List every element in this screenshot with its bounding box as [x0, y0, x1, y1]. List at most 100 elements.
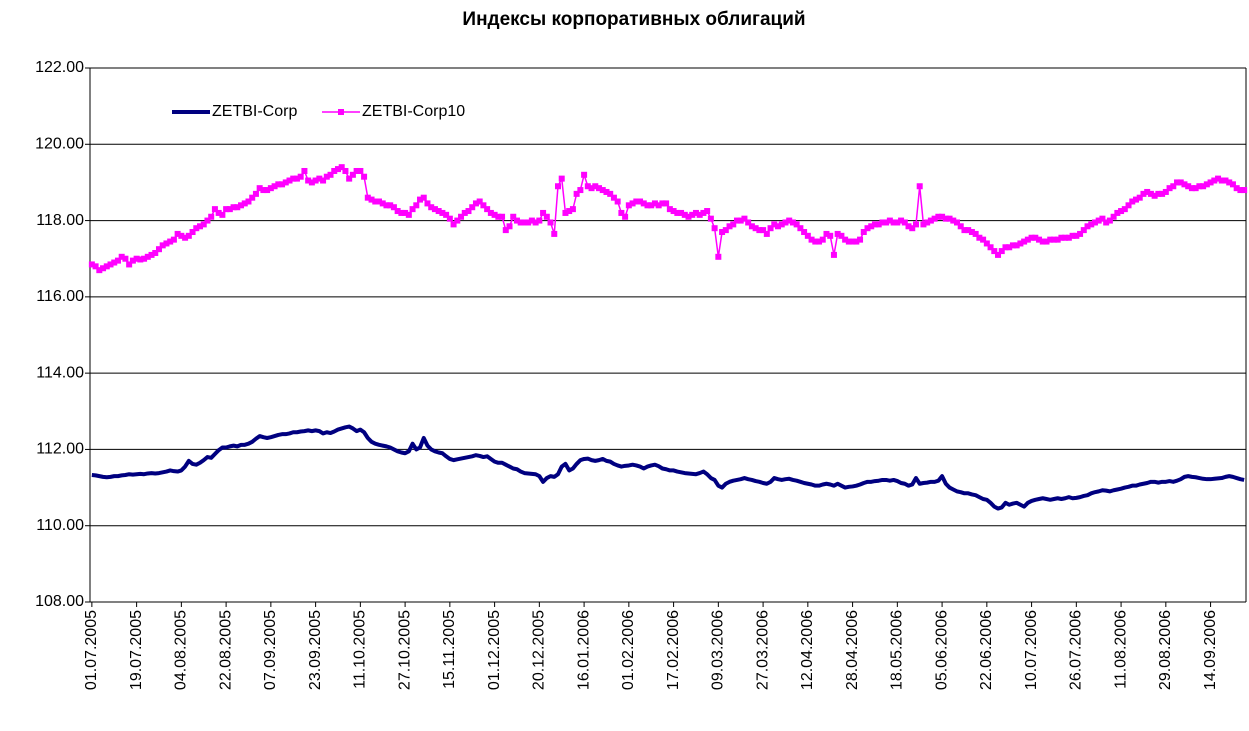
- x-tick-label: 26.07.2006: [1068, 610, 1085, 690]
- series-marker: [689, 211, 696, 218]
- series-marker: [655, 202, 662, 209]
- series-marker: [894, 219, 901, 226]
- series-marker: [1110, 213, 1117, 220]
- series-marker: [472, 200, 479, 207]
- x-tick-label: 12.04.2006: [799, 610, 816, 690]
- series-marker: [827, 232, 834, 239]
- x-tick-label: 01.02.2006: [620, 610, 637, 690]
- x-tick-label: 04.08.2005: [173, 610, 190, 690]
- series-marker: [476, 198, 483, 205]
- series-marker: [1069, 232, 1076, 239]
- series-marker: [864, 225, 871, 232]
- series-marker: [1170, 183, 1177, 190]
- series-marker: [1091, 219, 1098, 226]
- series-marker: [603, 188, 610, 195]
- series-marker: [1084, 223, 1091, 230]
- series-marker: [957, 223, 964, 230]
- series-marker: [816, 238, 823, 245]
- series-marker: [752, 225, 759, 232]
- series-marker: [879, 219, 886, 226]
- chart-title: Индексы корпоративных облигаций: [462, 9, 805, 30]
- series-marker: [111, 259, 118, 266]
- y-tick-label: 120.00: [35, 136, 84, 153]
- series-marker: [126, 261, 133, 268]
- series-marker: [569, 206, 576, 213]
- series-marker: [200, 221, 207, 228]
- series-marker: [692, 209, 699, 216]
- series-marker: [379, 200, 386, 207]
- series-marker: [443, 211, 450, 218]
- series-marker: [256, 185, 263, 192]
- series-marker: [1129, 198, 1136, 205]
- series-marker: [704, 208, 711, 215]
- series-marker: [1188, 185, 1195, 192]
- series-marker: [551, 230, 558, 237]
- series-marker: [745, 219, 752, 226]
- series-marker: [842, 236, 849, 243]
- series-marker: [924, 219, 931, 226]
- series-marker: [610, 194, 617, 201]
- series-marker: [368, 196, 375, 203]
- series-marker: [349, 171, 356, 178]
- series-marker: [502, 227, 509, 234]
- y-tick-label: 110.00: [36, 517, 84, 534]
- series-marker: [625, 202, 632, 209]
- series-marker: [521, 219, 528, 226]
- series-marker: [651, 200, 658, 207]
- series-marker: [1237, 187, 1244, 194]
- series-marker: [1222, 177, 1229, 184]
- series-marker: [290, 175, 297, 182]
- series-marker: [715, 253, 722, 260]
- series-marker: [707, 215, 714, 222]
- series-marker: [1013, 242, 1020, 249]
- series-marker: [607, 190, 614, 197]
- series-marker: [279, 181, 286, 188]
- series-marker: [484, 206, 491, 213]
- series-marker: [927, 217, 934, 224]
- series-marker: [961, 227, 968, 234]
- series-marker: [618, 209, 625, 216]
- series-marker: [1241, 187, 1248, 194]
- series-marker: [383, 202, 390, 209]
- series-marker: [760, 227, 767, 234]
- series-marker: [114, 257, 121, 264]
- series-marker: [435, 208, 442, 215]
- series-marker: [581, 171, 588, 178]
- series-marker: [670, 208, 677, 215]
- series-marker: [297, 173, 304, 180]
- series-marker: [801, 229, 808, 236]
- y-tick-label: 122.00: [35, 59, 84, 76]
- y-tick-label: 118.00: [36, 212, 84, 229]
- legend-label: ZETBI-Corp: [212, 103, 297, 120]
- series-marker: [592, 183, 599, 190]
- series-marker: [1047, 236, 1054, 243]
- series-marker: [849, 238, 856, 245]
- series-marker: [782, 219, 789, 226]
- series-marker: [554, 183, 561, 190]
- series-marker: [499, 213, 506, 220]
- series-marker: [622, 213, 629, 220]
- series-marker: [685, 213, 692, 220]
- series-marker: [909, 225, 916, 232]
- series-marker: [678, 209, 685, 216]
- series-marker: [458, 213, 465, 220]
- series-marker: [409, 206, 416, 213]
- y-tick-label: 114.00: [36, 364, 84, 381]
- series-marker: [346, 175, 353, 182]
- series-marker: [241, 200, 248, 207]
- series-marker: [588, 185, 595, 192]
- series-marker: [681, 211, 688, 218]
- series-marker: [353, 167, 360, 174]
- series-marker: [562, 209, 569, 216]
- y-tick-label: 112.00: [36, 441, 84, 458]
- series-marker: [252, 190, 259, 197]
- series-marker: [417, 196, 424, 203]
- series-marker: [446, 215, 453, 222]
- x-tick-label: 29.08.2006: [1157, 610, 1174, 690]
- series-marker: [722, 227, 729, 234]
- series-marker: [193, 225, 200, 232]
- series-marker: [883, 219, 890, 226]
- x-tick-label: 01.12.2005: [486, 610, 503, 690]
- series-marker: [1233, 185, 1240, 192]
- series-marker: [264, 187, 271, 194]
